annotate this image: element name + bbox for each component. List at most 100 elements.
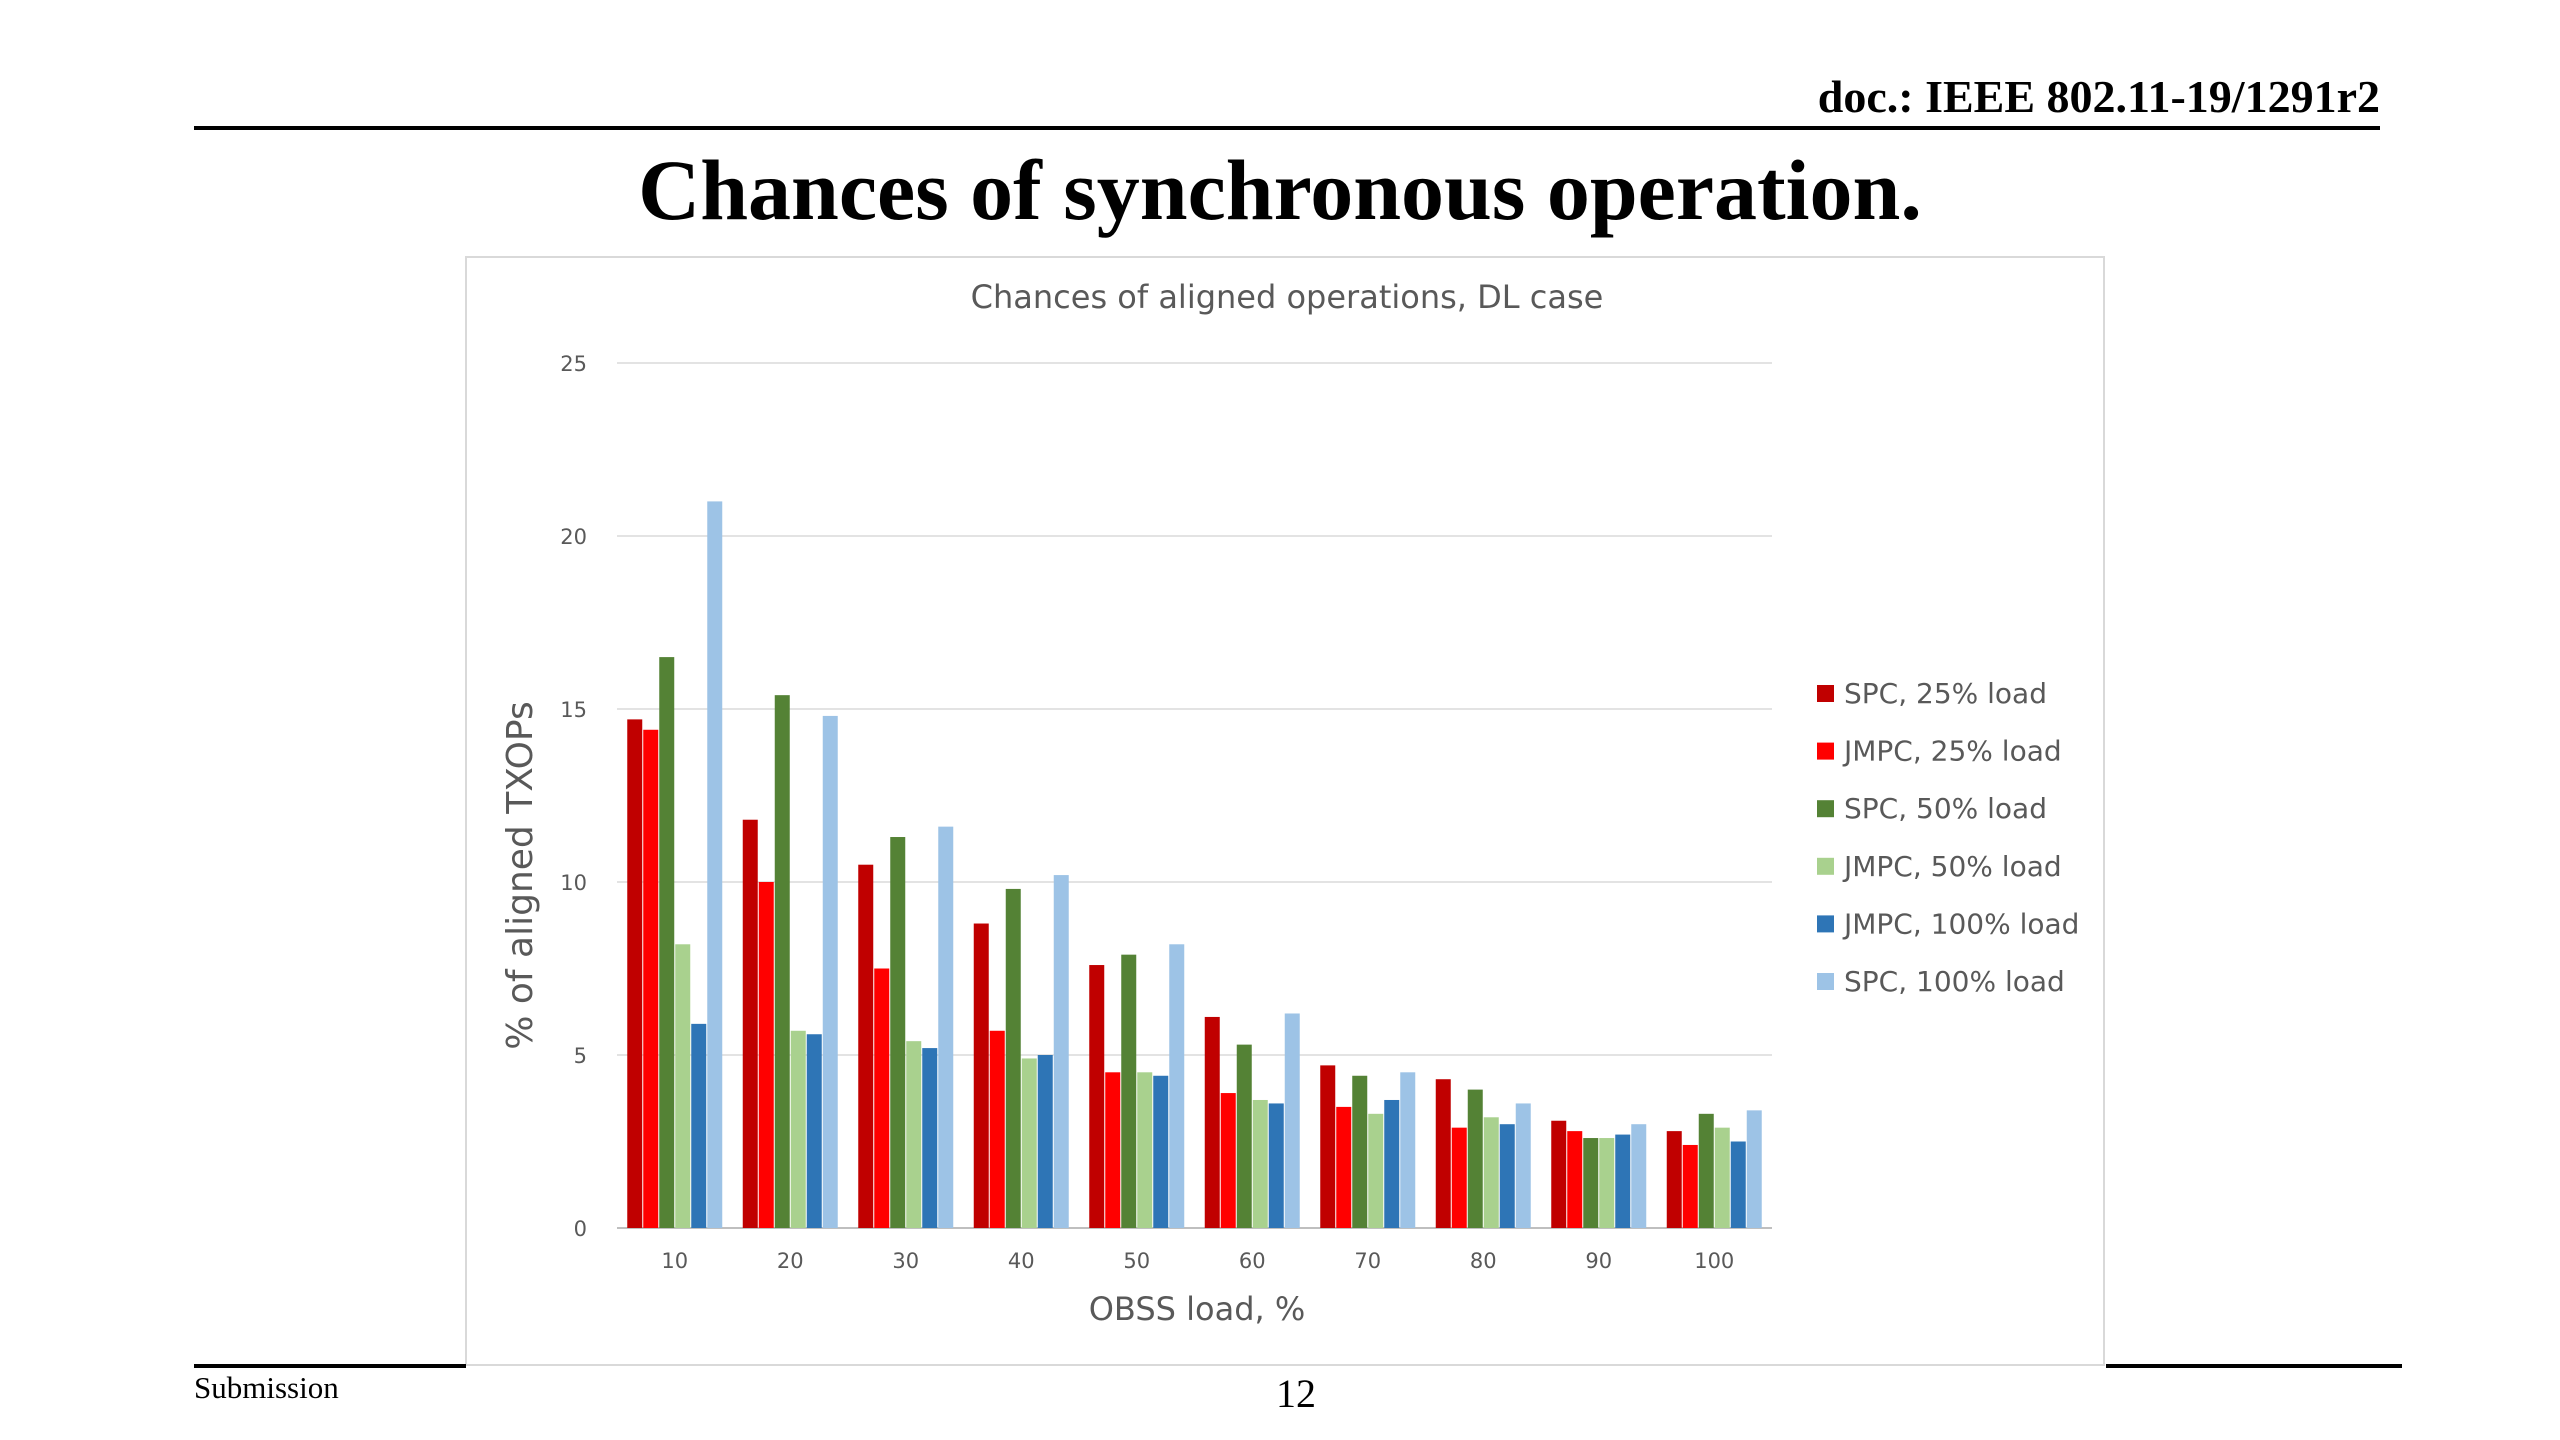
bar — [1320, 1065, 1336, 1228]
y-axis-ticks: 0 5 10 15 20 25 — [560, 352, 587, 1241]
bar — [1515, 1103, 1531, 1228]
bar — [1467, 1089, 1483, 1228]
legend-label: JMPC, 50% load — [1842, 850, 2062, 883]
bar — [858, 864, 874, 1228]
y-tick-label: 5 — [574, 1044, 587, 1068]
bar — [1037, 1055, 1053, 1228]
bar — [790, 1030, 806, 1228]
bar — [1204, 1016, 1220, 1228]
bar — [1384, 1099, 1400, 1228]
x-tick-label: 60 — [1239, 1249, 1266, 1273]
bar — [1105, 1072, 1121, 1228]
footer-rule-right — [2106, 1364, 2402, 1368]
legend-label: SPC, 50% load — [1844, 792, 2047, 825]
bar — [1583, 1138, 1599, 1228]
bar — [1714, 1127, 1730, 1228]
bar — [1551, 1120, 1567, 1228]
x-tick-label: 80 — [1470, 1249, 1497, 1273]
bar — [742, 819, 758, 1228]
bar — [922, 1048, 938, 1228]
bar — [774, 695, 790, 1228]
bar — [675, 944, 691, 1228]
legend-swatch — [1817, 857, 1834, 875]
bar — [1005, 888, 1021, 1228]
bar — [1089, 965, 1105, 1228]
page-number: 12 — [1276, 1371, 1316, 1416]
bar — [627, 719, 643, 1228]
bar — [1567, 1131, 1583, 1228]
y-tick-label: 25 — [560, 352, 587, 376]
bar — [1730, 1141, 1746, 1228]
bar — [822, 715, 838, 1228]
bar — [1268, 1103, 1284, 1228]
bar — [806, 1034, 822, 1228]
bar — [989, 1030, 1005, 1228]
bar — [1053, 875, 1069, 1228]
bar — [643, 729, 659, 1228]
bar — [1615, 1134, 1631, 1228]
bar — [890, 837, 906, 1228]
header-rule — [194, 126, 2380, 130]
legend-swatch — [1817, 800, 1834, 818]
bar — [1499, 1124, 1515, 1228]
bar — [1284, 1013, 1300, 1228]
bar-chart: Chances of aligned operations, DL case 0… — [500, 278, 2079, 1328]
legend-swatch — [1817, 685, 1834, 702]
x-tick-label: 100 — [1694, 1249, 1734, 1273]
bar — [973, 923, 989, 1228]
bar — [1220, 1093, 1236, 1228]
bar — [906, 1041, 922, 1228]
bar — [1368, 1113, 1384, 1228]
footer-rule-left — [194, 1364, 466, 1368]
bar — [707, 501, 723, 1228]
bar — [1746, 1110, 1762, 1228]
bar — [1666, 1131, 1682, 1228]
bar — [1153, 1075, 1169, 1228]
bar — [1483, 1117, 1499, 1228]
bar — [1336, 1106, 1352, 1228]
legend-swatch — [1817, 742, 1834, 760]
bar — [659, 657, 675, 1228]
x-tick-label: 40 — [1008, 1249, 1035, 1273]
legend-label: JMPC, 100% load — [1842, 907, 2079, 940]
chart-frame: Chances of aligned operations, DL case 0… — [465, 256, 2105, 1366]
bar — [1137, 1072, 1153, 1228]
x-tick-label: 90 — [1585, 1249, 1612, 1273]
bar — [758, 882, 774, 1228]
y-axis-label: % of aligned TXOPs — [500, 701, 541, 1050]
legend: SPC, 25% load JMPC, 25% load SPC, 50% load… — [1817, 677, 2079, 998]
legend-label: SPC, 25% load — [1844, 677, 2047, 710]
y-tick-label: 15 — [560, 698, 587, 722]
bar — [1682, 1144, 1698, 1228]
x-tick-label: 20 — [777, 1249, 804, 1273]
y-tick-label: 20 — [560, 525, 587, 549]
y-tick-label: 10 — [560, 871, 587, 895]
bar — [1121, 954, 1137, 1228]
x-tick-label: 10 — [661, 1249, 688, 1273]
legend-swatch — [1817, 973, 1834, 990]
y-tick-label: 0 — [574, 1217, 587, 1241]
x-tick-label: 30 — [892, 1249, 919, 1273]
bar — [1451, 1127, 1467, 1228]
bar — [1631, 1124, 1647, 1228]
bar — [1169, 944, 1185, 1228]
bar — [1400, 1072, 1416, 1228]
grid-lines — [617, 362, 1772, 1229]
legend-label: SPC, 100% load — [1844, 965, 2065, 998]
bar — [691, 1023, 707, 1228]
x-tick-label: 50 — [1123, 1249, 1150, 1273]
bar — [1236, 1044, 1252, 1228]
x-tick-label: 70 — [1354, 1249, 1381, 1273]
bar — [1698, 1113, 1714, 1228]
chart-title: Chances of aligned operations, DL case — [971, 278, 1604, 316]
bar — [874, 968, 890, 1228]
bar — [938, 826, 954, 1228]
x-axis-label: OBSS load, % — [1089, 1290, 1306, 1328]
legend-label: JMPC, 25% load — [1842, 735, 2062, 768]
document-id: doc.: IEEE 802.11-19/1291r2 — [1817, 71, 2380, 122]
footer-submission: Submission — [194, 1370, 339, 1405]
bar — [1021, 1058, 1037, 1228]
bars — [627, 501, 1762, 1228]
x-axis-ticks: 10 20 30 40 50 60 70 80 90 100 — [661, 1249, 1734, 1273]
bar — [1252, 1099, 1268, 1228]
